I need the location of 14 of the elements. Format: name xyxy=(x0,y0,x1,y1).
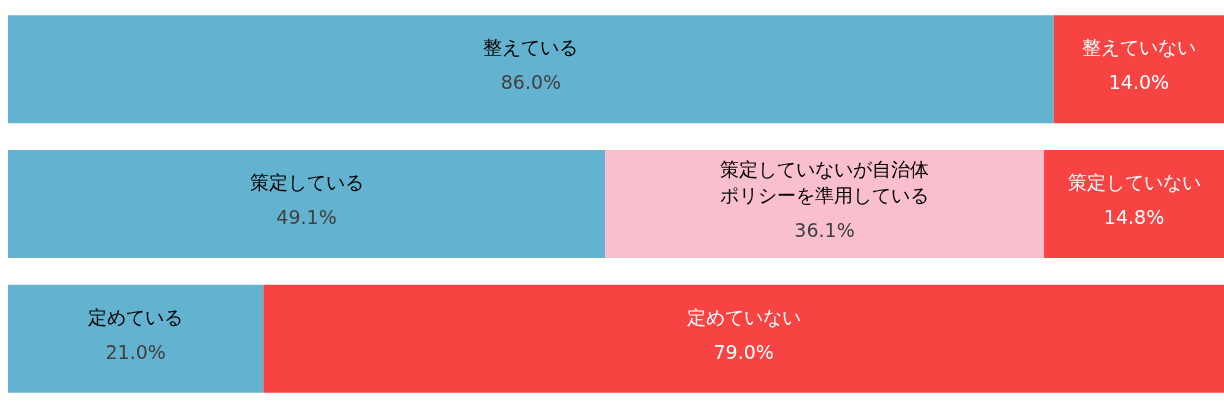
data-label: 86.0% xyxy=(500,71,562,94)
data-label: 36.1% xyxy=(794,219,855,241)
series-label: 整えている xyxy=(483,36,579,59)
series-label: 策定している xyxy=(249,171,364,193)
data-label: 21.0% xyxy=(105,340,166,363)
series-label: 策定していない xyxy=(1067,171,1201,193)
series-label: 定めている xyxy=(88,305,184,328)
data-label: 14.0% xyxy=(1108,71,1170,94)
series-label: 策定していないが自治体ポリシーを準用している xyxy=(720,158,930,206)
data-label: 14.8% xyxy=(1103,206,1165,228)
data-label: 49.1% xyxy=(276,206,337,228)
series-label: 定めていない xyxy=(686,305,801,328)
series-label: 整えていない xyxy=(1081,36,1196,59)
data-label: 79.0% xyxy=(713,340,774,363)
